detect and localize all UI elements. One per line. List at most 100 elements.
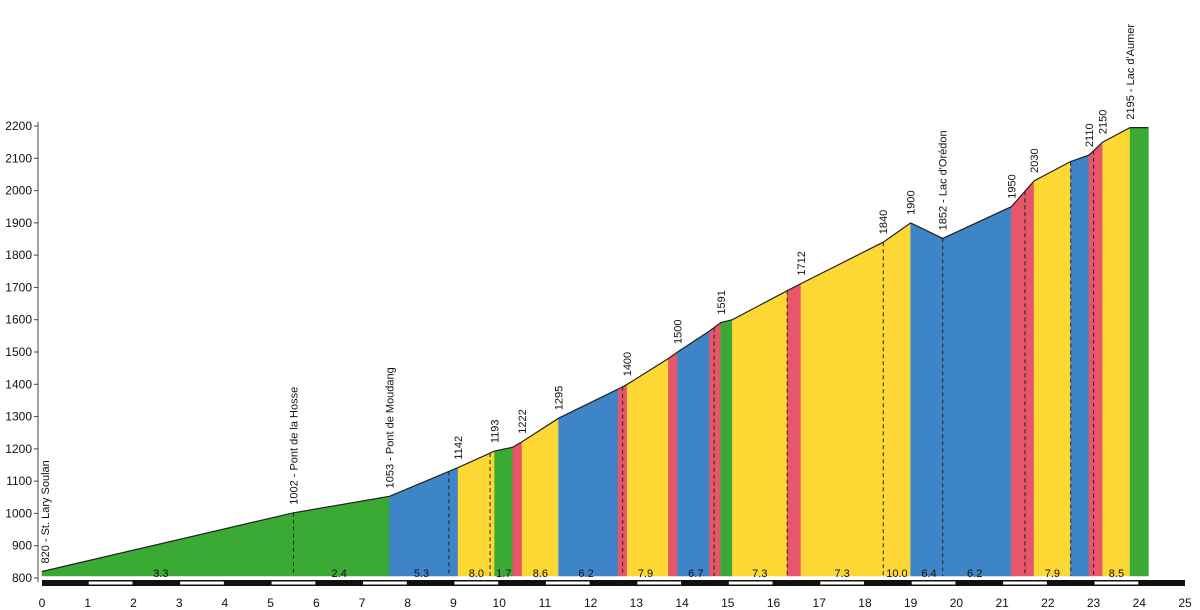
gradient-label-12: 6.4 [921, 568, 936, 580]
segment-fill-5 [521, 417, 559, 577]
segment-fill-17 [1010, 180, 1035, 577]
x-tick-label-11: 11 [539, 596, 552, 610]
x-tick-label-6: 6 [313, 596, 320, 610]
altitude-label-6: 1295 [554, 386, 566, 410]
gradient-segment-fills [41, 127, 1149, 577]
gradient-label-14: 7.9 [1045, 568, 1060, 580]
altitude-label-12: 1900 [906, 190, 918, 214]
segment-fill-22 [1129, 127, 1149, 577]
altitude-labels: 820 - St. Lary Soulan 1002 - Pont de la H… [40, 24, 1137, 564]
y-tick-label-2000: 2000 [5, 184, 32, 198]
segment-fill-1 [389, 467, 459, 577]
y-tick-label-1400: 1400 [5, 377, 32, 391]
x-axis-bar [42, 580, 1185, 586]
segment-fill-16 [910, 206, 1012, 577]
altitude-label-8: 1500 [673, 320, 685, 344]
altitude-label-15: 2030 [1029, 148, 1041, 172]
gradient-label-15: 8.5 [1109, 568, 1124, 580]
y-tick-label-1000: 1000 [5, 506, 32, 520]
x-axis-bar-white-21 [1003, 581, 1047, 585]
x-axis-bar-white-23 [1094, 581, 1139, 585]
x-tick-label-9: 9 [450, 596, 457, 610]
x-tick-label-22: 22 [1041, 596, 1055, 610]
x-axis-bar-white-1 [88, 581, 133, 585]
segment-fill-11 [709, 322, 722, 577]
gradient-label-11: 10.0 [886, 568, 907, 580]
gradient-label-0: 3.3 [153, 568, 168, 580]
segment-fill-13 [732, 290, 788, 577]
y-axis: 800 900 1000 1100 1200 1300 1400 1500 1600 1700 18… [5, 119, 39, 585]
segment-fill-8 [626, 357, 669, 577]
segment-fill-18 [1033, 161, 1071, 577]
gradient-label-10: 7.3 [834, 568, 849, 580]
x-tick-label-3: 3 [176, 596, 183, 610]
x-axis-bar-white-13 [637, 581, 682, 585]
altitude-label-9: 1591 [716, 290, 728, 314]
y-tick-label-1200: 1200 [5, 442, 32, 456]
segment-fill-20 [1088, 141, 1103, 577]
x-axis-bar-white-19 [911, 581, 956, 585]
altitude-label-16: 2110 [1084, 123, 1096, 147]
segment-fill-12 [720, 319, 733, 577]
x-axis-bar-white-17 [820, 581, 864, 585]
altitude-label-1: 1002 - Pont de la Hosse [288, 387, 300, 505]
altitude-label-14: 1950 [1006, 174, 1018, 198]
x-axis-bar-white-9 [454, 581, 499, 585]
x-tick-label-7: 7 [359, 596, 366, 610]
altitude-label-4: 1193 [490, 419, 502, 443]
y-tick-label-1500: 1500 [5, 345, 32, 359]
gradient-label-3: 8.0 [469, 568, 484, 580]
segment-fill-3 [494, 446, 514, 577]
profile-outline [41, 127, 1149, 573]
y-tick-label-900: 900 [12, 539, 32, 553]
altitude-label-13: 1852 - Lac d'Orédon [938, 130, 950, 230]
segment-fill-0 [41, 495, 390, 577]
x-tick-label-18: 18 [858, 596, 872, 610]
segment-fill-9 [668, 351, 678, 577]
x-tick-label-12: 12 [584, 596, 598, 610]
altitude-label-10: 1712 [796, 251, 808, 275]
segment-fill-21 [1102, 127, 1131, 577]
x-axis-bar-white-3 [180, 581, 224, 585]
x-tick-label-15: 15 [721, 596, 735, 610]
gradient-label-1: 2.4 [332, 568, 347, 580]
x-tick-label-8: 8 [404, 596, 411, 610]
x-tick-label-19: 19 [904, 596, 918, 610]
segment-fill-10 [677, 330, 710, 577]
altitude-label-18: 2195 - Lac d'Aumer [1125, 24, 1137, 120]
altitude-label-2: 1053 - Pont de Moudang [384, 367, 396, 488]
x-axis-bar-white-15 [728, 581, 773, 585]
x-tick-label-20: 20 [950, 596, 964, 610]
segment-fill-19 [1070, 154, 1090, 577]
altitude-label-11: 1840 [878, 210, 890, 234]
gradient-label-8: 6.7 [688, 568, 703, 580]
altitude-label-7: 1400 [622, 352, 634, 376]
x-tick-label-25: 25 [1178, 596, 1192, 610]
y-tick-label-1800: 1800 [5, 248, 32, 262]
segment-fill-14 [786, 283, 802, 577]
profile-line [41, 127, 1149, 573]
y-tick-label-1900: 1900 [5, 216, 32, 230]
segment-fill-2 [457, 450, 495, 577]
altitude-label-17: 2150 [1098, 110, 1110, 134]
x-tick-label-21: 21 [995, 596, 1009, 610]
x-tick-label-23: 23 [1087, 596, 1101, 610]
gradient-label-5: 8.6 [533, 568, 548, 580]
y-tick-label-2200: 2200 [5, 119, 32, 133]
gradient-label-2: 5.3 [414, 568, 429, 580]
segment-fill-6 [558, 388, 619, 577]
x-tick-label-1: 1 [84, 596, 91, 610]
x-tick-label-4: 4 [222, 596, 229, 610]
y-tick-label-1300: 1300 [5, 410, 32, 424]
altitude-label-0: 820 - St. Lary Soulan [40, 460, 52, 563]
y-tick-label-1700: 1700 [5, 280, 32, 294]
gradient-label-4: 1.7 [496, 568, 511, 580]
altitude-label-3: 1142 [453, 436, 465, 460]
x-tick-label-17: 17 [813, 596, 827, 610]
gradient-label-9: 7.3 [752, 568, 767, 580]
x-tick-label-24: 24 [1133, 596, 1147, 610]
y-tick-label-1600: 1600 [5, 313, 32, 327]
x-axis: 0 1 2 3 4 5 6 7 8 9 10 11 12 13 14 15 16 17 18 19 20 21 22 23 24… [39, 580, 1192, 610]
gradient-label-6: 6.2 [578, 568, 593, 580]
